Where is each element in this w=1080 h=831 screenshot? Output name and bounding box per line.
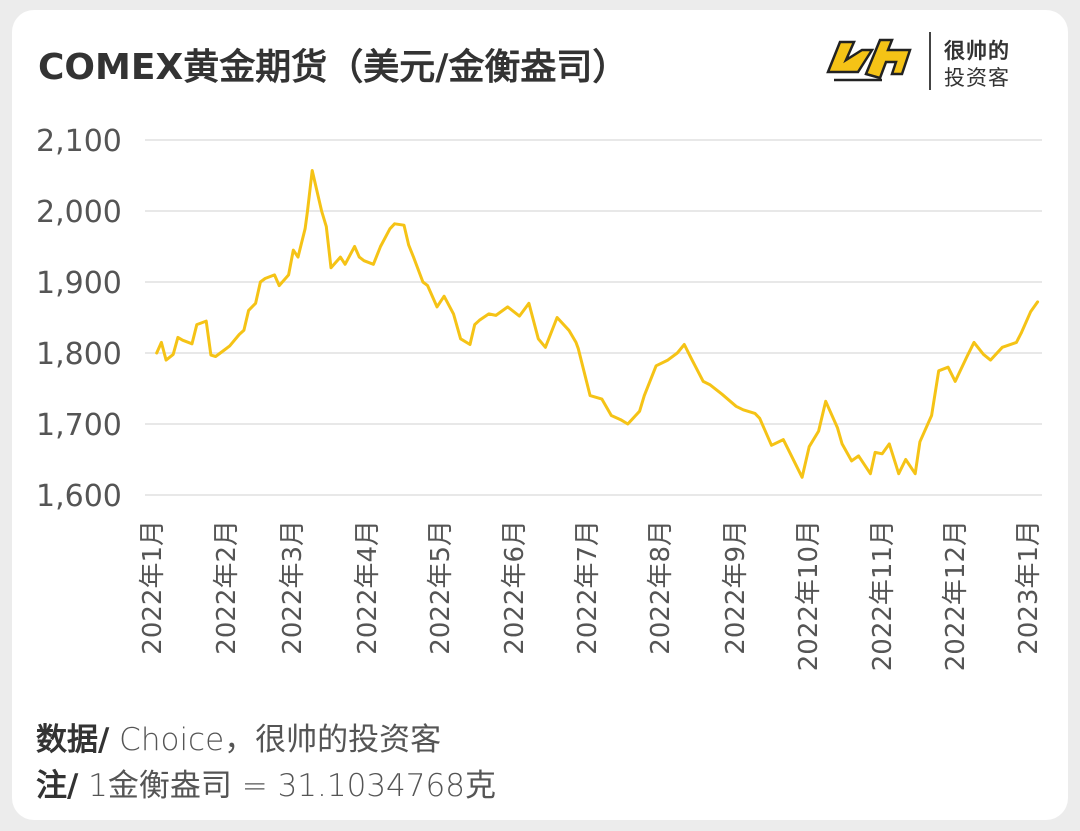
x-tick-label: 2022年7月	[573, 520, 603, 655]
brand-name-line1: 很帅的	[944, 39, 1010, 63]
x-tick-label: 2022年5月	[426, 520, 456, 655]
y-tick-label: 2,100	[36, 124, 122, 159]
brand-divider	[929, 32, 931, 90]
y-tick-label: 1,600	[36, 479, 122, 514]
x-tick-label: 2022年12月	[941, 520, 971, 671]
chart-title: COMEX黄金期货（美元/金衡盎司）	[38, 47, 629, 88]
x-tick-label: 2022年2月	[212, 520, 242, 655]
x-tick-label: 2022年4月	[353, 520, 383, 655]
x-tick-label: 2022年10月	[794, 520, 824, 671]
footer-source: 数据/ Choice，很帅的投资客	[36, 714, 441, 759]
brand-name-line2: 投资客	[944, 66, 1010, 90]
series-line-gold-price	[155, 169, 1040, 479]
yellow-shuai-logo-icon	[826, 38, 912, 82]
y-tick-label: 1,900	[36, 266, 122, 301]
x-tick-label: 2022年3月	[278, 520, 308, 655]
source-label: 数据/	[36, 722, 110, 758]
x-tick-label: 2022年6月	[500, 520, 530, 655]
chart-card	[12, 10, 1068, 820]
note-label: 注/	[36, 768, 79, 804]
footer-note: 注/ 1金衡盎司 = 31.1034768克	[36, 760, 496, 805]
x-tick-label: 2022年8月	[646, 520, 676, 655]
y-tick-label: 1,700	[36, 408, 122, 443]
y-tick-label: 2,000	[36, 195, 122, 230]
x-tick-label: 2022年1月	[138, 520, 168, 655]
y-tick-label: 1,800	[36, 337, 122, 372]
x-tick-label: 2022年9月	[721, 520, 751, 655]
x-tick-label: 2023年1月	[1014, 520, 1044, 655]
note-value: 1金衡盎司 = 31.1034768克	[78, 768, 496, 804]
source-value: Choice，很帅的投资客	[109, 722, 442, 758]
x-tick-label: 2022年11月	[868, 520, 898, 671]
